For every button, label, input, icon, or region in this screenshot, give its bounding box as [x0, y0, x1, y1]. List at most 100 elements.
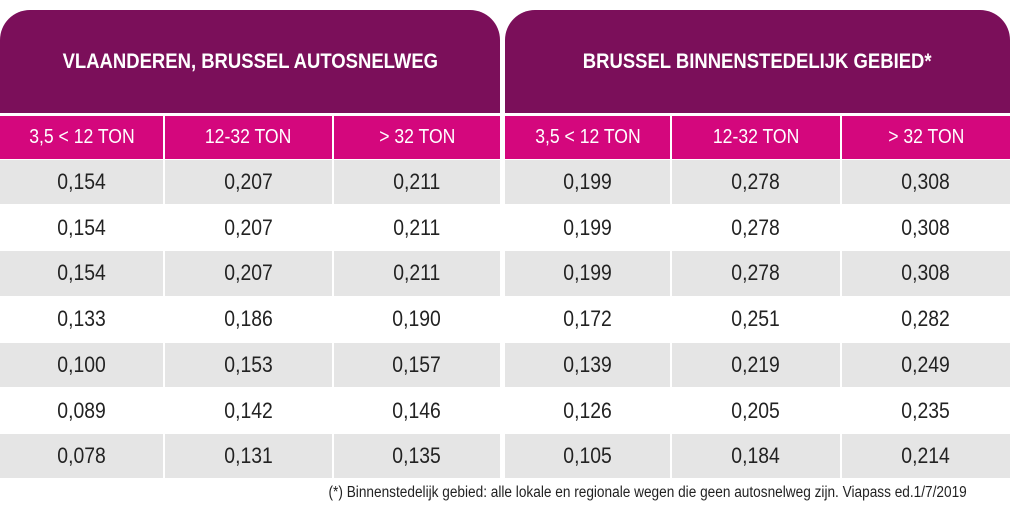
- table-cell-text: 0,131: [224, 443, 273, 469]
- table-cell-text: 0,249: [901, 351, 951, 377]
- table-cell: 0,190: [334, 297, 500, 341]
- table-cell-text: 0,308: [901, 260, 951, 286]
- group-header: BRUSSEL BINNENSTEDELIJK GEBIED*: [505, 10, 1010, 113]
- table-cell: 0,089: [0, 389, 163, 433]
- table-cell: 0,142: [165, 389, 332, 433]
- table-cell-text: 0,199: [563, 214, 612, 240]
- table-cell: 0,211: [334, 206, 500, 250]
- table-cell-text: 0,089: [57, 397, 106, 423]
- table-cell: 0,172: [505, 297, 670, 341]
- table-cell-text: 0,207: [224, 214, 273, 240]
- table-cell-text: 0,157: [392, 351, 442, 377]
- table-cell: 0,146: [334, 389, 500, 433]
- table-cell-text: 0,190: [392, 306, 442, 332]
- column-header-text: 12-32 TON: [712, 126, 800, 148]
- column-header: 12-32 TON: [165, 116, 332, 159]
- table-cell-text: 0,135: [392, 443, 442, 469]
- table-cell: 0,139: [505, 342, 670, 387]
- table-cell-text: 0,154: [57, 169, 106, 195]
- table-cell-text: 0,105: [563, 443, 612, 469]
- table-cell: 0,214: [842, 434, 1010, 479]
- table-cell: 0,154: [0, 160, 163, 205]
- table-cell-text: 0,207: [224, 260, 273, 286]
- table-cell: 0,308: [842, 206, 1010, 250]
- table-cell-text: 0,078: [57, 443, 106, 469]
- table-cell-text: 0,211: [393, 169, 441, 195]
- table-cell: 0,205: [672, 389, 840, 433]
- table-cell: 0,186: [165, 297, 332, 341]
- footnote: (*) Binnenstedelijk gebied: alle lokale …: [285, 484, 1010, 502]
- table-cell-text: 0,100: [57, 351, 106, 377]
- table-cell: 0,199: [505, 251, 670, 296]
- table-cell-text: 0,153: [224, 351, 273, 377]
- table-cell: 0,251: [672, 297, 840, 341]
- table-cell-text: 0,142: [224, 397, 273, 423]
- table-cell-text: 0,308: [901, 169, 951, 195]
- table-cell-text: 0,154: [57, 214, 106, 240]
- table-cell-text: 0,205: [731, 397, 781, 423]
- group-header-text: VLAANDEREN, BRUSSEL AUTOSNELWEG: [62, 49, 438, 73]
- table-cell-text: 0,211: [393, 214, 441, 240]
- table-cell: 0,278: [672, 206, 840, 250]
- table-cell: 0,207: [165, 206, 332, 250]
- table-cell-text: 0,278: [731, 260, 781, 286]
- table-cell-text: 0,126: [563, 397, 612, 423]
- table-cell: 0,078: [0, 434, 163, 479]
- column-header-text: 3,5 < 12 TON: [28, 126, 135, 148]
- table-cell-text: 0,146: [392, 397, 442, 423]
- table-cell: 0,308: [842, 251, 1010, 296]
- table-cell: 0,184: [672, 434, 840, 479]
- column-header: 3,5 < 12 TON: [505, 116, 670, 159]
- table-cell: 0,131: [165, 434, 332, 479]
- table-cell: 0,133: [0, 297, 163, 341]
- column-header-text: 3,5 < 12 TON: [534, 126, 641, 148]
- table-cell: 0,199: [505, 206, 670, 250]
- column-header-text: > 32 TON: [887, 126, 965, 148]
- table-cell: 0,282: [842, 297, 1010, 341]
- table-cell-text: 0,186: [224, 306, 273, 332]
- table-cell-text: 0,278: [731, 169, 781, 195]
- table-cell: 0,153: [165, 342, 332, 387]
- table-cell: 0,154: [0, 251, 163, 296]
- table-cell-text: 0,282: [901, 306, 951, 332]
- table-cell-text: 0,133: [57, 306, 106, 332]
- table-cell: 0,126: [505, 389, 670, 433]
- column-header: 3,5 < 12 TON: [0, 116, 163, 159]
- table-cell: 0,278: [672, 251, 840, 296]
- table-cell: 0,278: [672, 160, 840, 205]
- column-header: > 32 TON: [842, 116, 1010, 159]
- table-cell-text: 0,219: [731, 351, 781, 377]
- table-cell: 0,157: [334, 342, 500, 387]
- table-cell: 0,100: [0, 342, 163, 387]
- table-cell-text: 0,154: [57, 260, 106, 286]
- table-cell: 0,235: [842, 389, 1010, 433]
- table-cell-text: 0,199: [563, 260, 612, 286]
- footnote-text: (*) Binnenstedelijk gebied: alle lokale …: [328, 484, 967, 501]
- table-cell: 0,199: [505, 160, 670, 205]
- group-header: VLAANDEREN, BRUSSEL AUTOSNELWEG: [0, 10, 500, 113]
- table-cell-text: 0,251: [731, 306, 781, 332]
- column-header: 12-32 TON: [672, 116, 840, 159]
- table-cell-text: 0,207: [224, 169, 273, 195]
- table-cell: 0,308: [842, 160, 1010, 205]
- table-cell-text: 0,308: [901, 214, 951, 240]
- table-cell-text: 0,211: [393, 260, 441, 286]
- table-cell-text: 0,172: [563, 306, 612, 332]
- table-cell: 0,207: [165, 160, 332, 205]
- table-cell-text: 0,139: [563, 351, 612, 377]
- table-cell-text: 0,184: [731, 443, 781, 469]
- table-cell: 0,105: [505, 434, 670, 479]
- column-header: > 32 TON: [334, 116, 500, 159]
- table-cell: 0,211: [334, 160, 500, 205]
- table-cell: 0,211: [334, 251, 500, 296]
- column-header-text: > 32 TON: [378, 126, 456, 148]
- table-cell-text: 0,214: [901, 443, 951, 469]
- table-cell-text: 0,278: [731, 214, 781, 240]
- column-header-text: 12-32 TON: [205, 126, 292, 148]
- table-cell: 0,249: [842, 342, 1010, 387]
- group-header-text: BRUSSEL BINNENSTEDELIJK GEBIED*: [583, 49, 932, 73]
- table-cell-text: 0,199: [563, 169, 612, 195]
- table-cell: 0,207: [165, 251, 332, 296]
- table-cell: 0,219: [672, 342, 840, 387]
